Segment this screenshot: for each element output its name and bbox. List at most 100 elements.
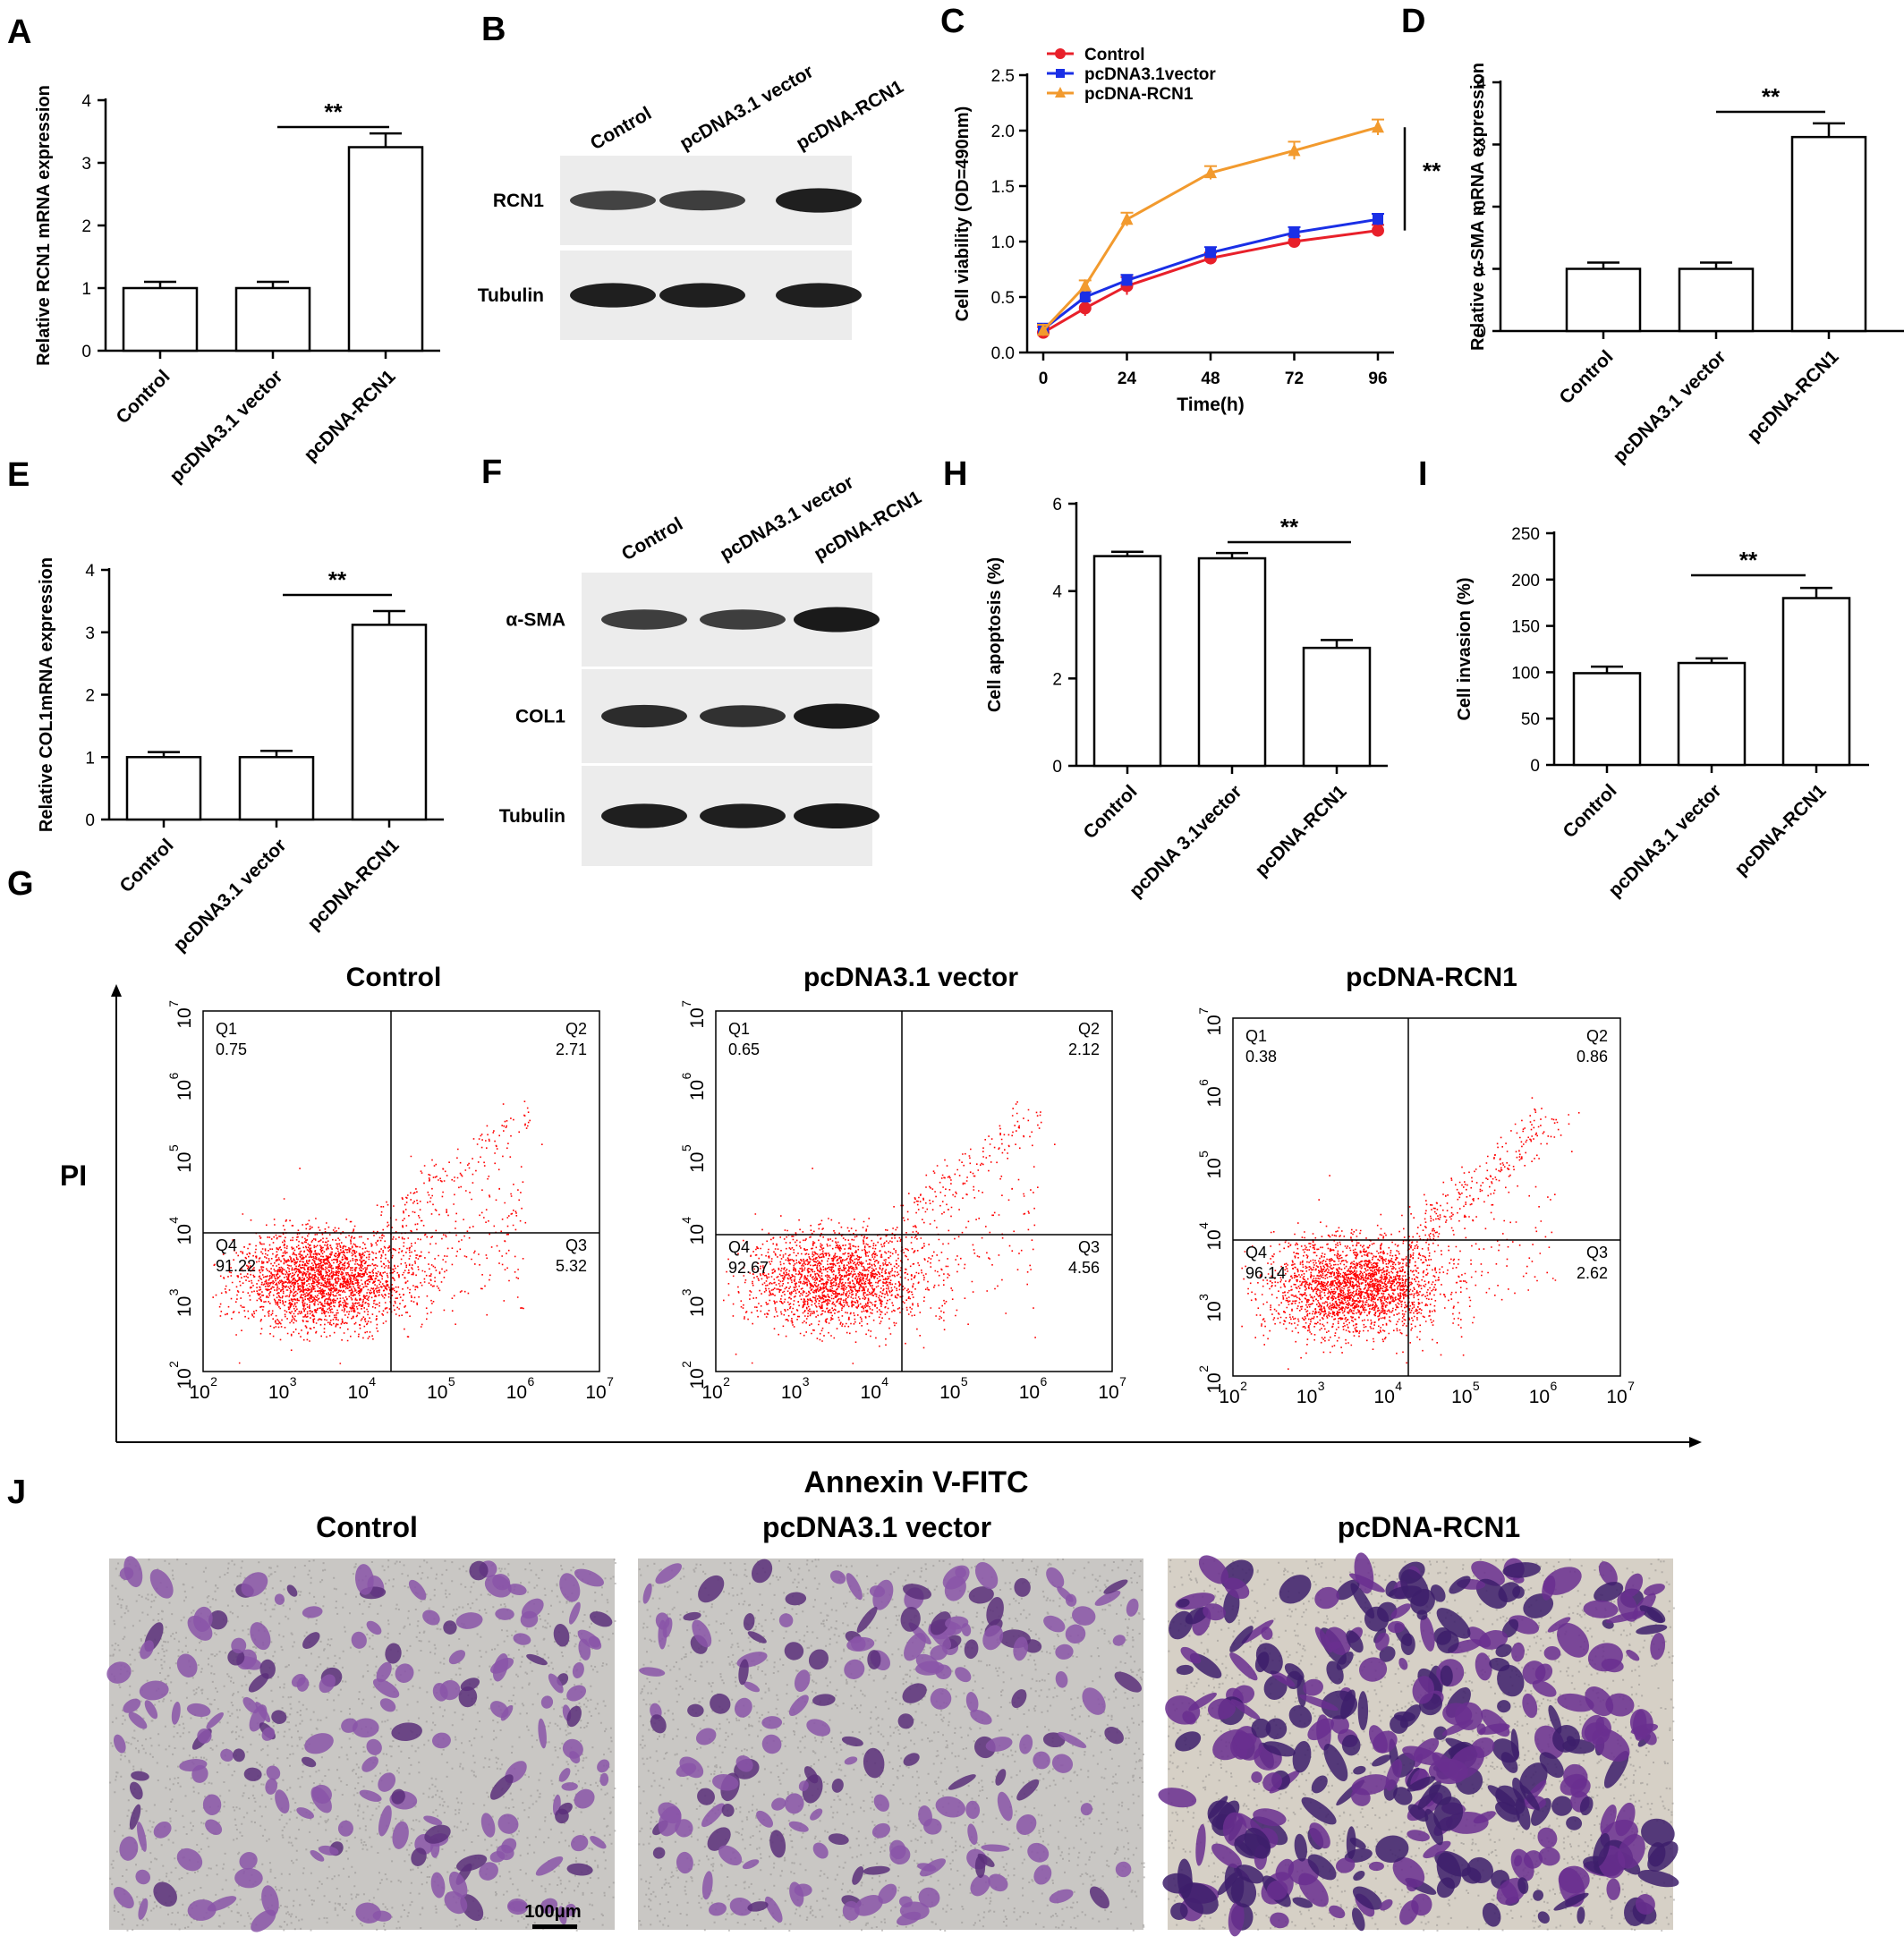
stained-cell	[1223, 1589, 1240, 1624]
scale-bar-label: 100μm	[524, 1902, 581, 1922]
y-axis-label: Relative COL1mRNA expression	[37, 557, 56, 832]
blot-band	[601, 609, 687, 630]
stained-cell	[1298, 1873, 1329, 1907]
stained-cell	[923, 1818, 942, 1835]
data-point	[1204, 166, 1217, 179]
stained-cell	[1531, 1797, 1551, 1826]
stained-cell	[889, 1845, 911, 1864]
stained-cell	[1270, 1912, 1289, 1929]
stained-cell	[1065, 1593, 1077, 1607]
x-tick-label: Control	[112, 366, 174, 428]
stained-cell	[1560, 1773, 1587, 1796]
stained-cell	[1176, 1664, 1194, 1676]
stained-cell	[578, 1638, 591, 1660]
stained-cell	[1241, 1619, 1274, 1644]
panel-label-H: H	[943, 455, 967, 493]
stained-cell	[1498, 1582, 1521, 1602]
stained-cell	[171, 1701, 181, 1725]
stained-cell	[695, 1728, 717, 1745]
stained-cell	[1170, 1902, 1188, 1920]
stained-cell	[1203, 1603, 1226, 1621]
stained-cell	[558, 1768, 571, 1782]
y-tick-label: 2.5	[991, 67, 1015, 86]
stained-cell	[251, 1909, 276, 1932]
panel-label-I: I	[1418, 455, 1428, 493]
x-tick-exponent: 5	[1473, 1379, 1480, 1393]
stained-cell	[863, 1747, 885, 1779]
y-tick-label: 3	[85, 624, 95, 643]
row-label: α-SMA	[506, 610, 565, 631]
stained-cell	[304, 1733, 334, 1754]
stained-cell	[1049, 1889, 1074, 1904]
stained-cell	[788, 1694, 809, 1717]
quadrant-value: 92.67	[728, 1259, 769, 1277]
stained-cell	[1539, 1752, 1564, 1779]
y-tick-label: 10	[174, 1224, 195, 1244]
x-tick-exponent: 6	[528, 1374, 535, 1389]
y-tick-label: 10	[174, 1368, 195, 1389]
stained-cell	[455, 1612, 483, 1629]
stained-cell	[1436, 1852, 1462, 1890]
stained-cell	[806, 1719, 831, 1737]
stained-cell	[1647, 1842, 1666, 1867]
stained-cell	[566, 1705, 582, 1728]
flow-plot: Control102102103103104104105105106106107…	[166, 963, 614, 1403]
stained-cell	[432, 1683, 448, 1702]
stained-cell	[751, 1559, 773, 1584]
stained-cell	[176, 1653, 198, 1678]
stained-cell	[1644, 1584, 1665, 1596]
stained-cell	[1471, 1560, 1505, 1586]
stained-cell	[566, 1863, 593, 1876]
quadrant-name: Q4	[1245, 1244, 1267, 1261]
stained-cell	[1379, 1646, 1396, 1662]
x-tick-label: 10	[585, 1382, 606, 1403]
stained-cell	[131, 1771, 149, 1781]
y-tick-label: 4	[1052, 583, 1062, 602]
stained-cell	[1375, 1835, 1409, 1863]
stained-cell	[1046, 1567, 1065, 1589]
stained-cell	[1502, 1562, 1541, 1578]
stained-cell	[599, 1772, 609, 1787]
scale-bar	[532, 1924, 577, 1929]
x-axis-arrowhead	[1689, 1437, 1702, 1448]
x-tick-label: 10	[861, 1382, 881, 1403]
stained-cell	[1501, 1618, 1519, 1638]
stained-cell	[701, 1871, 713, 1900]
x-tick-exponent: 6	[1041, 1374, 1048, 1389]
series-line	[1042, 217, 1379, 331]
stained-cell	[359, 1789, 382, 1802]
stained-cell	[597, 1759, 610, 1773]
stained-cell	[1350, 1583, 1375, 1619]
quadrant-value: 2.71	[556, 1040, 587, 1058]
stained-cell	[1533, 1890, 1544, 1901]
plot-frame	[202, 1010, 600, 1372]
stained-cell	[559, 1573, 581, 1602]
x-tick-label: pcDNA-RCN1	[1251, 781, 1350, 880]
stained-cell	[747, 1631, 767, 1643]
stained-cell	[1103, 1579, 1128, 1594]
x-tick-label: 10	[1219, 1387, 1239, 1407]
stained-cell	[385, 1643, 402, 1664]
stained-cell	[526, 1653, 548, 1666]
y-tick-label: 1.0	[991, 234, 1015, 252]
stained-cell	[1353, 1765, 1366, 1775]
stained-cell	[1043, 1615, 1066, 1633]
x-tick-label: 72	[1285, 369, 1304, 388]
stained-cell	[721, 1804, 735, 1817]
y-tick-label: 10	[174, 1007, 195, 1028]
stained-cell	[1323, 1744, 1348, 1782]
stained-cell	[915, 1653, 940, 1674]
stained-cell	[497, 1813, 519, 1834]
quadrant-value: 0.65	[728, 1040, 760, 1058]
x-tick-label: 10	[939, 1382, 960, 1403]
stained-cell	[572, 1661, 584, 1679]
x-tick-label: 10	[1374, 1387, 1395, 1407]
stained-cell	[1393, 1787, 1413, 1805]
y-axis-label: Cell viability (OD=490nm)	[953, 106, 973, 322]
stained-cell	[794, 1883, 812, 1897]
stained-cell	[743, 1681, 761, 1693]
stained-cell	[1557, 1623, 1590, 1658]
x-tick-label: Control	[1555, 346, 1617, 408]
